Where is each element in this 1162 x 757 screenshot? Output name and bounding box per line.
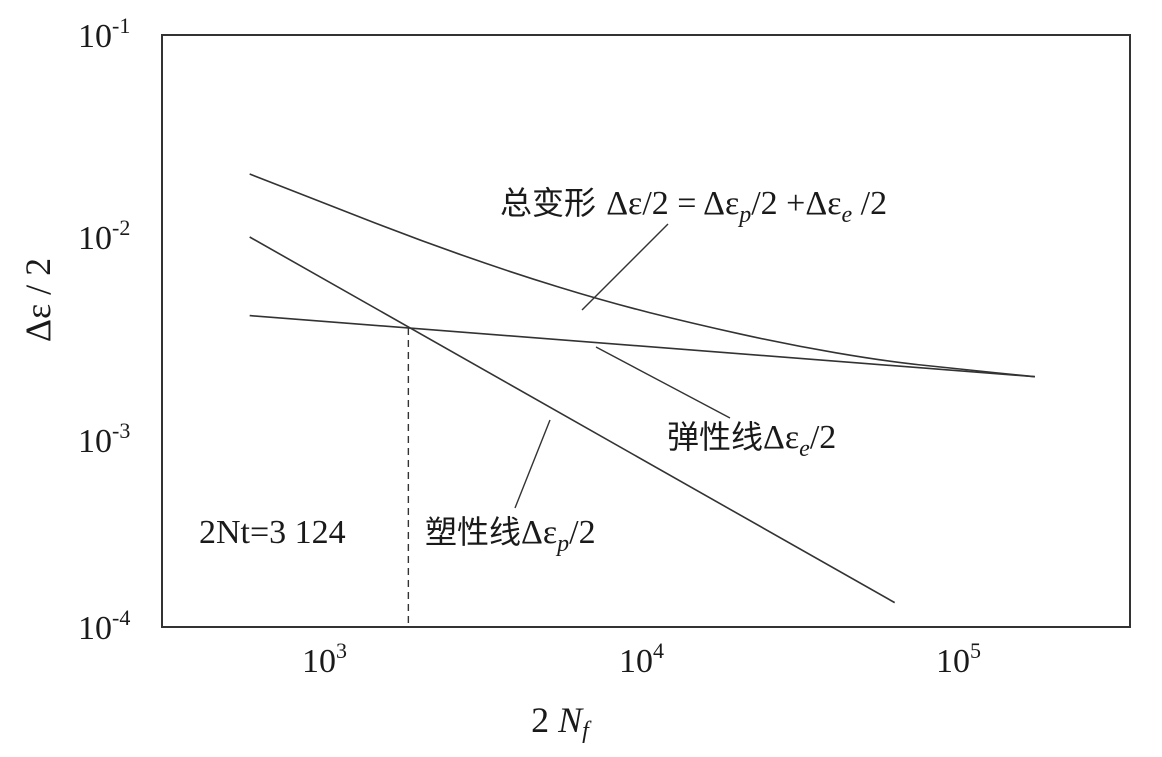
x-tick-label: 105 bbox=[936, 638, 981, 680]
series-layer bbox=[249, 173, 1036, 627]
plastic-line-label: 塑性线Δεp/2 bbox=[425, 513, 596, 557]
total-leader-line bbox=[581, 223, 669, 311]
leader-layer bbox=[514, 223, 731, 509]
plot-frame bbox=[161, 34, 1131, 628]
plastic-line bbox=[249, 236, 896, 604]
y-tick-label: 10-4 bbox=[78, 605, 130, 647]
x-axis-title: 2 Nf bbox=[531, 700, 592, 744]
elastic-line-label: 弹性线Δεe/2 bbox=[667, 418, 836, 462]
x-tick-label: 104 bbox=[619, 638, 664, 680]
total-strain-curve bbox=[249, 173, 1036, 378]
elastic-line bbox=[249, 314, 1035, 378]
y-axis-title: Δε / 2 bbox=[18, 258, 58, 342]
elastic-leader-line bbox=[595, 346, 731, 419]
total-strain-label: 总变形 Δε/2 = Δεp/2 +Δεe /2 bbox=[500, 184, 887, 228]
transition-life-label: 2Nt=3 124 bbox=[199, 514, 346, 551]
y-tick-label: 10-3 bbox=[78, 418, 130, 460]
x-tick-label: 103 bbox=[302, 638, 347, 680]
y-tick-label: 10-1 bbox=[78, 13, 130, 55]
plastic-leader-line bbox=[514, 419, 551, 509]
y-tick-label: 10-2 bbox=[78, 215, 130, 257]
tick-layer: 103 104 105 10-1 10-2 10-3 10-4 bbox=[78, 13, 981, 680]
